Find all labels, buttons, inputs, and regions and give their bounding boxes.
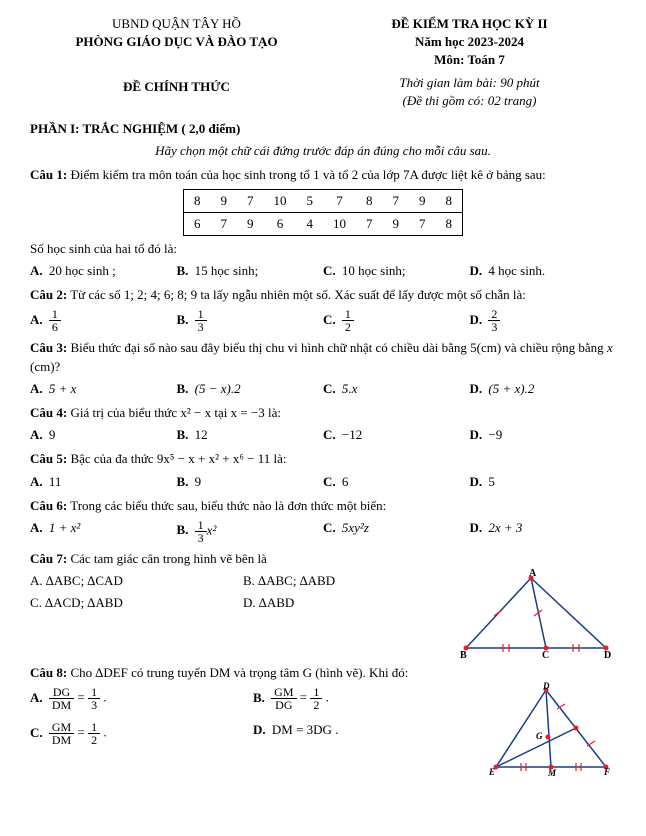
q4-label: Câu 4: (30, 405, 67, 420)
exam-time: Thời gian làm bài: 90 phút (323, 74, 616, 92)
q6-choices: A. 1 + x² B. 13x² C. 5xy²z D. 2x + 3 (30, 519, 616, 544)
q6-text: Trong các biểu thức sau, biểu thức nào l… (67, 498, 386, 513)
q1-table: 89710578798 67964107978 (183, 189, 463, 236)
exam-pages: (Đề thi gồm có: 02 trang) (323, 92, 616, 110)
svg-text:E: E (488, 767, 495, 777)
svg-text:M: M (547, 768, 557, 777)
q1-after: Số học sinh của hai tổ đó là: (30, 240, 616, 258)
question-2: Câu 2: Từ các số 1; 2; 4; 6; 8; 9 ta lấy… (30, 286, 616, 333)
question-8: Câu 8: Cho ∆DEF có trung tuyến DM và trọ… (30, 664, 616, 777)
svg-text:A: A (529, 568, 537, 579)
q5-text: Bậc của đa thức 9x⁵ − x + x² + x⁶ − 11 l… (67, 451, 286, 466)
part1-title: PHẦN I: TRẮC NGHIỆM ( 2,0 điểm) (30, 120, 616, 138)
district: UBND QUẬN TÂY HỒ (30, 15, 323, 33)
svg-text:F: F (603, 767, 610, 777)
q5-choices: A. 11 B. 9 C. 6 D. 5 (30, 473, 616, 491)
question-1: Câu 1: Điểm kiểm tra môn toán của học si… (30, 166, 616, 280)
svg-text:D: D (542, 682, 550, 691)
q8-label: Câu 8: (30, 665, 67, 680)
q7-figure: A B C D (456, 568, 616, 658)
page-header: UBND QUẬN TÂY HỒ PHÒNG GIÁO DỤC VÀ ĐÀO T… (30, 15, 616, 70)
q7-text: Các tam giác cân trong hình vẽ bên là (67, 551, 267, 566)
exam-title: ĐỀ KIỂM TRA HỌC KỲ II (323, 15, 616, 33)
subject: Môn: Toán 7 (323, 51, 616, 69)
q8-text: Cho ∆DEF có trung tuyến DM và trọng tâm … (67, 665, 408, 680)
q5-label: Câu 5: (30, 451, 67, 466)
department: PHÒNG GIÁO DỤC VÀ ĐÀO TẠO (30, 33, 323, 51)
q1-choices: A. 20 học sinh ; B. 15 học sinh; C. 10 h… (30, 262, 616, 280)
q2-choices: A. 16 B. 13 C. 12 D. 23 (30, 308, 616, 333)
q3-choices: A. 5 + x B. (5 − x).2 C. 5.x D. (5 + x).… (30, 380, 616, 398)
official-label: ĐỀ CHÍNH THỨC (30, 78, 323, 96)
svg-text:B: B (460, 650, 467, 658)
svg-text:C: C (542, 650, 549, 658)
q2-text: Từ các số 1; 2; 4; 6; 8; 9 ta lấy ngẫu n… (67, 287, 526, 302)
svg-text:G: G (536, 731, 543, 741)
q4-text: Giá trị của biểu thức x² − x tại x = −3 … (67, 405, 281, 420)
question-4: Câu 4: Giá trị của biểu thức x² − x tại … (30, 404, 616, 444)
q6-label: Câu 6: (30, 498, 67, 513)
q4-choices: A. 9 B. 12 C. −12 D. −9 (30, 426, 616, 444)
page-header-2: ĐỀ CHÍNH THỨC Thời gian làm bài: 90 phút… (30, 74, 616, 110)
question-6: Câu 6: Trong các biểu thức sau, biểu thứ… (30, 497, 616, 544)
question-3: Câu 3: Biểu thức đại số nào sau đây biểu… (30, 339, 616, 398)
svg-text:D: D (604, 650, 611, 658)
school-year: Năm học 2023-2024 (323, 33, 616, 51)
q3-text1: Biểu thức đại số nào sau đây biểu thị ch… (67, 340, 607, 355)
question-7: Câu 7: Các tam giác cân trong hình vẽ bê… (30, 550, 616, 658)
table-row: 67964107978 (184, 212, 463, 235)
q3-label: Câu 3: (30, 340, 67, 355)
q1-text: Điểm kiểm tra môn toán của học sinh tron… (67, 167, 546, 182)
question-5: Câu 5: Bậc của đa thức 9x⁵ − x + x² + x⁶… (30, 450, 616, 490)
q1-label: Câu 1: (30, 167, 67, 182)
q7-label: Câu 7: (30, 551, 67, 566)
part1-instruction: Hãy chọn một chữ cái đứng trước đáp án đ… (30, 142, 616, 160)
q8-figure: D E F M G (486, 682, 616, 777)
q2-label: Câu 2: (30, 287, 67, 302)
table-row: 89710578798 (184, 189, 463, 212)
